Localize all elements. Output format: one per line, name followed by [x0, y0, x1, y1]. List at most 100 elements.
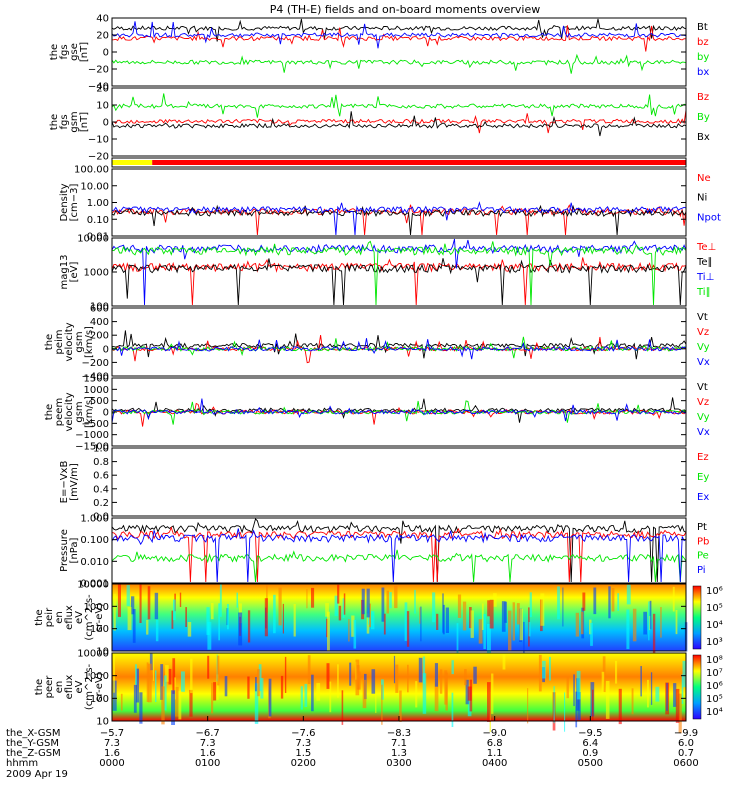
heatmap-streak — [487, 624, 491, 656]
x-tick-label: 0.7 — [678, 748, 694, 759]
panel-9: 1.000 0.100 0.010 0.001 Pressure [nPa] Pt Pb Pe P… — [59, 514, 709, 590]
y-tick-label: 1000 — [84, 268, 109, 279]
heatmap-streak — [311, 587, 315, 608]
legend-Vx: Vx — [697, 427, 710, 438]
y-tick-label: 0.10 — [87, 215, 109, 226]
heatmap-streak — [451, 660, 454, 675]
heatmap-streak — [660, 607, 662, 638]
heatmap-streak — [611, 588, 615, 612]
heatmap-streak — [282, 603, 284, 634]
legend-Ni: Ni — [697, 193, 707, 204]
heatmap-streak — [666, 682, 668, 711]
heatmap-streak — [181, 671, 185, 692]
y-axis-label: velocity — [64, 392, 75, 431]
heatmap-streak — [640, 666, 642, 697]
heatmap-streak — [557, 586, 560, 620]
colorbar-tick-label: 10⁴ — [706, 707, 723, 718]
heatmap-streak — [216, 674, 219, 700]
y-tick-label: 0.100 — [80, 535, 109, 546]
y-axis-label: Density — [59, 183, 70, 221]
heatmap-streak — [139, 692, 143, 724]
panel-frame — [111, 168, 687, 237]
y-axis-label: [km/s] — [84, 396, 95, 428]
heatmap-streak — [172, 658, 176, 694]
y-axis-label: eV — [74, 680, 85, 693]
heatmap-streak — [519, 608, 523, 641]
x-row-label: the_Y-GSM — [6, 738, 59, 749]
y-axis-label: the — [34, 609, 45, 625]
y-tick-label: 100 — [90, 694, 109, 705]
heatmap-streak — [149, 653, 153, 671]
x-tick-label: −7.6 — [291, 728, 315, 739]
heatmap-streak — [383, 613, 386, 635]
legend-Pb: Pb — [697, 536, 709, 547]
legend-Vy: Vy — [697, 412, 710, 423]
heatmap-streak — [601, 671, 605, 693]
panel-6: 600 400 200 0 −200 −400 the peim velocity gsm [km/… — [44, 304, 710, 383]
y-tick-label: 0.4 — [93, 484, 109, 495]
heatmap-streak — [148, 663, 152, 703]
y-tick-label: 100 — [90, 624, 109, 635]
heatmap-streak — [210, 603, 214, 620]
heatmap-streak — [464, 669, 467, 686]
heatmap-streak — [470, 610, 474, 638]
y-tick-label: 100 — [90, 302, 109, 313]
x-tick-label: 0400 — [482, 758, 507, 769]
heatmap-streak — [681, 674, 684, 704]
heatmap-streak — [564, 692, 566, 732]
x-tick-label: 1.6 — [104, 748, 120, 759]
panel-frame — [111, 583, 687, 652]
heatmap-streak — [540, 593, 545, 626]
y-axis-label: the — [49, 114, 60, 130]
heatmap-streak — [566, 677, 569, 699]
trace-By — [111, 93, 687, 118]
colorbar-tick-label: 10⁸ — [706, 655, 723, 666]
legend-bx: bx — [697, 67, 709, 78]
panel-8: 1.0 0.8 0.6 0.4 0.2 0.0 E=−VxB [mV/m] Ez Ey Ex — [59, 444, 709, 523]
heatmap-streak — [605, 681, 610, 719]
y-axis-label: eflux — [64, 675, 75, 700]
heatmap-streak — [487, 600, 490, 617]
heatmap-streak — [371, 669, 376, 694]
heatmap-streak — [327, 611, 330, 652]
y-axis-label: [km/s] — [84, 326, 95, 358]
x-tick-label: −6.7 — [196, 728, 220, 739]
legend-bz: bz — [697, 37, 709, 48]
legend-Vz: Vz — [697, 327, 709, 338]
y-tick-label: 0.8 — [93, 457, 109, 468]
x-tick-label: 6.0 — [678, 738, 694, 749]
heatmap-streak — [422, 656, 426, 684]
y-axis-label: the — [49, 44, 60, 60]
x-tick-label: 1.5 — [295, 748, 311, 759]
y-tick-label: 0 — [103, 408, 109, 419]
heatmap-streak — [247, 610, 251, 643]
heatmap-streak — [164, 675, 167, 711]
mode-segment — [152, 160, 686, 165]
trace-by — [111, 53, 687, 74]
heatmap-streak — [649, 600, 652, 630]
y-tick-label: −200 — [82, 358, 109, 369]
legend-By: By — [697, 112, 710, 123]
heatmap-streak — [161, 686, 165, 725]
heatmap-streak — [406, 611, 410, 647]
y-tick-label: 10 — [96, 717, 109, 728]
y-axis-label: en — [54, 681, 65, 694]
heatmap-streak — [375, 692, 377, 713]
heatmap-streak — [650, 672, 653, 705]
heatmap-streak — [120, 693, 123, 711]
legend-Ex: Ex — [697, 492, 709, 503]
y-tick-label: 0.010 — [80, 557, 109, 568]
heatmap-streak — [207, 655, 210, 679]
heatmap-streak — [618, 688, 622, 725]
heatmap-streak — [399, 690, 402, 722]
colorbar — [692, 654, 702, 720]
colorbar-tick-label: 10⁷ — [706, 668, 723, 679]
y-tick-label: 10000 — [77, 234, 109, 245]
y-tick-label: 500 — [90, 396, 109, 407]
panel-frame — [111, 157, 687, 168]
panel-frame — [111, 307, 687, 377]
y-tick-label: 10 — [96, 101, 109, 112]
legend-Vt: Vt — [697, 382, 708, 393]
panel-2: 20 10 0 −10 −20 the fgs gsm [nT] Bz By Bx — [49, 84, 710, 163]
